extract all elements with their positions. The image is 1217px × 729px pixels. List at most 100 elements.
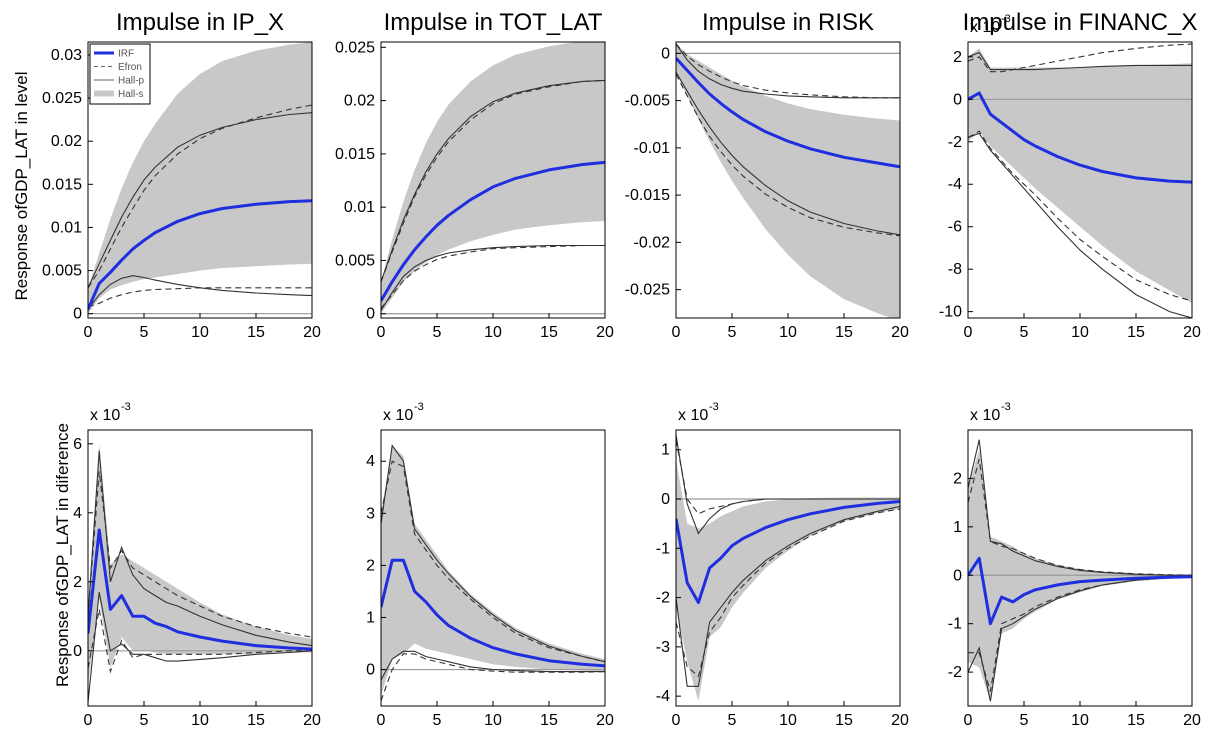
y-tick-label: -2 [656,590,670,607]
x-tick-label: 10 [484,324,502,341]
y-tick-label: -2 [948,134,962,151]
exponent-superscript: -3 [1001,401,1011,413]
y-tick-label: -4 [656,688,670,705]
y-tick-label: 0 [661,45,670,62]
panel-title: Impulse in RISK [702,9,874,36]
y-tick-label: 0.005 [335,252,375,269]
x-tick-label: 5 [140,712,149,729]
x-tick-label: 10 [779,324,797,341]
efron-lower-line [381,244,605,309]
y-tick-label: 0.015 [42,176,82,193]
x-tick-label: 10 [1071,712,1089,729]
x-tick-label: 0 [377,712,386,729]
x-tick-label: 10 [1071,324,1089,341]
efron-upper-line [968,43,1192,73]
hall-s-band [676,459,900,702]
efron-lower-line [88,609,312,674]
efron-upper-line [676,43,900,99]
plot-area [676,434,900,702]
hall-p-lower-line [676,505,900,687]
panel-1: 0 5 10 15 20 0 0.005 0.01 0.015 0.02 0.025 Impulse … [335,9,614,341]
hall-p-upper-line [381,444,605,663]
plot-area [968,43,1192,318]
x-tick-label: 5 [140,324,149,341]
hall-p-lower-line [968,132,1192,318]
panel-title: Impulse in IP_X [116,9,284,36]
x-tick-label: 15 [540,324,558,341]
efron-lower-line [676,508,900,678]
y-tick-label: 0 [366,662,375,679]
efron-lower-line [381,653,605,701]
y-tick-label: 2 [953,470,962,487]
efron-upper-line [381,79,605,282]
hall-p-upper-line [88,450,312,647]
y-tick-label: 0.02 [344,93,375,110]
x-tick-label: 15 [540,712,558,729]
legend-entry: Hall-s [118,89,144,100]
y-tick-label: 1 [366,609,375,626]
irf-line [676,500,900,604]
efron-upper-line [676,439,900,515]
y-tick-label: 2 [73,574,82,591]
efron-lower-line [676,73,900,237]
y-tick-label: 0.025 [335,39,375,56]
y-tick-label: -6 [948,219,962,236]
x-tick-label: 20 [303,324,321,341]
legend-entry: Efron [118,62,142,73]
y-tick-label: -0.005 [625,93,670,110]
x-tick-label: 5 [433,324,442,341]
x-tick-label: 20 [1183,712,1201,729]
y-tick-label: -0.01 [634,140,671,157]
efron-lower-line [968,576,1192,692]
x-tick-label: 5 [728,324,737,341]
x-tick-label: 15 [835,324,853,341]
x-tick-label: 5 [1020,324,1029,341]
exponent-superscript: -3 [709,401,719,413]
x-tick-label: 20 [891,324,909,341]
y-tick-label: 1 [661,442,670,459]
y-tick-label: -0.015 [625,187,670,204]
x-tick-label: 0 [377,324,386,341]
exponent-label: x 10 [383,407,413,424]
x-tick-label: 0 [964,324,973,341]
irf-line [676,57,900,169]
hall-p-upper-line [381,79,605,282]
hall-p-lower-line [676,71,900,236]
x-tick-label: 10 [191,712,209,729]
y-tick-label: 0.015 [335,146,375,163]
exponent-label: x 10 [678,407,708,424]
x-tick-label: 15 [835,712,853,729]
plot-area [88,42,312,315]
x-tick-label: 20 [891,712,909,729]
y-tick-label: 2 [953,49,962,66]
irf-line [968,556,1192,626]
y-tick-label: 0 [953,91,962,108]
y-tick-label: 1 [953,519,962,536]
x-tick-label: 15 [1127,324,1145,341]
hall-p-upper-line [968,51,1192,71]
x-tick-label: 20 [596,712,614,729]
irf-line [381,160,605,302]
legend-entry: IRF [118,49,134,60]
irf-line [88,199,312,310]
y-tick-label: 0 [366,306,375,323]
hall-p-lower-line [88,275,312,310]
y-tick-label: -0.025 [625,282,670,299]
y-tick-label: 0.01 [51,219,82,236]
x-tick-label: 20 [596,324,614,341]
y-tick-label: -4 [948,176,962,193]
y-tick-label: 0.005 [42,263,82,280]
x-tick-label: 20 [303,712,321,729]
hall-p-lower-line [381,244,605,311]
irf-line [968,91,1192,184]
hall-p-upper-line [676,43,900,99]
x-tick-label: 15 [247,712,265,729]
hall-p-upper-line [968,439,1192,576]
hall-s-band [88,42,312,314]
panels: 0 5 10 15 2000.0050.010.0150.020.0250.03Impu… [42,9,1201,729]
efron-upper-line [88,471,312,638]
